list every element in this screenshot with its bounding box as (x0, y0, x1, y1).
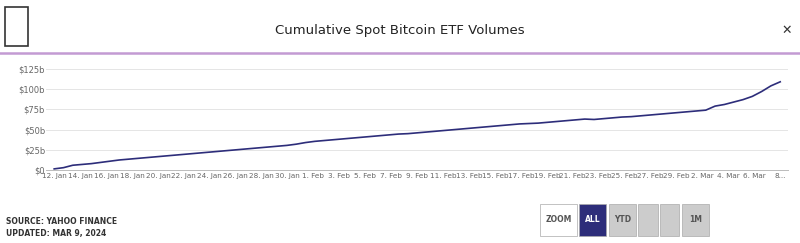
Text: ZOOM: ZOOM (546, 215, 571, 225)
Text: ✕: ✕ (781, 24, 792, 37)
Text: ALL: ALL (585, 215, 601, 225)
Text: SOURCE: YAHOO FINANCE
UPDATED: MAR 9, 2024: SOURCE: YAHOO FINANCE UPDATED: MAR 9, 20… (6, 217, 118, 238)
Text: 1M: 1M (689, 215, 702, 225)
Text: YTD: YTD (614, 215, 631, 225)
Text: Cumulative Spot Bitcoin ETF Volumes: Cumulative Spot Bitcoin ETF Volumes (275, 24, 525, 37)
